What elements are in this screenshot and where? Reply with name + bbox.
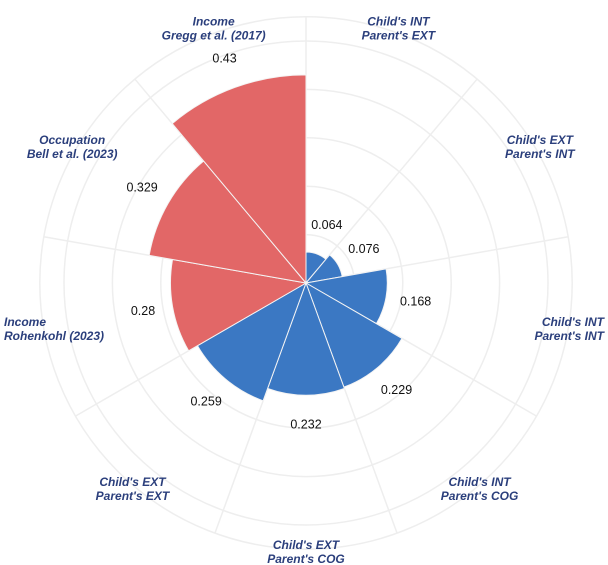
category-label: Rohenkohl (2023) [4, 329, 104, 343]
ring [39, 16, 573, 550]
value-label: 0.232 [290, 418, 321, 432]
category-label: Income [4, 315, 46, 329]
value-label: 0.064 [311, 218, 342, 232]
category-label: Parent's EXT [362, 28, 437, 42]
value-label: 0.43 [212, 52, 236, 66]
value-label: 0.329 [126, 181, 157, 195]
bar [305, 281, 403, 388]
bar [148, 160, 308, 284]
category-label: Parent's COG [441, 489, 519, 503]
spoke [305, 78, 478, 284]
category-label: Child's EXT [273, 538, 341, 552]
category-label: Child's EXT [99, 475, 167, 489]
category-label: Bell et al. (2023) [27, 147, 118, 161]
category-label: Child's INT [367, 14, 431, 28]
value-label: 0.28 [131, 304, 155, 318]
bar [266, 281, 346, 396]
category-label: Parent's EXT [96, 489, 171, 503]
value-label: 0.076 [348, 242, 379, 256]
value-label: 0.168 [400, 295, 431, 309]
value-label: 0.229 [381, 383, 412, 397]
bar [170, 258, 308, 352]
category-label: Child's EXT [507, 133, 575, 147]
category-label: Child's INT [448, 475, 512, 489]
value-label: 0.259 [190, 394, 221, 408]
bar [171, 74, 307, 285]
bar [196, 281, 307, 402]
category-label: Parent's COG [267, 552, 345, 565]
category-label: Income [193, 14, 235, 28]
category-label: Child's INT [542, 315, 606, 329]
category-label: Parent's INT [534, 329, 605, 343]
category-label: Parent's INT [505, 147, 576, 161]
category-label: Gregg et al. (2017) [162, 28, 266, 42]
category-label: Occupation [39, 133, 105, 147]
